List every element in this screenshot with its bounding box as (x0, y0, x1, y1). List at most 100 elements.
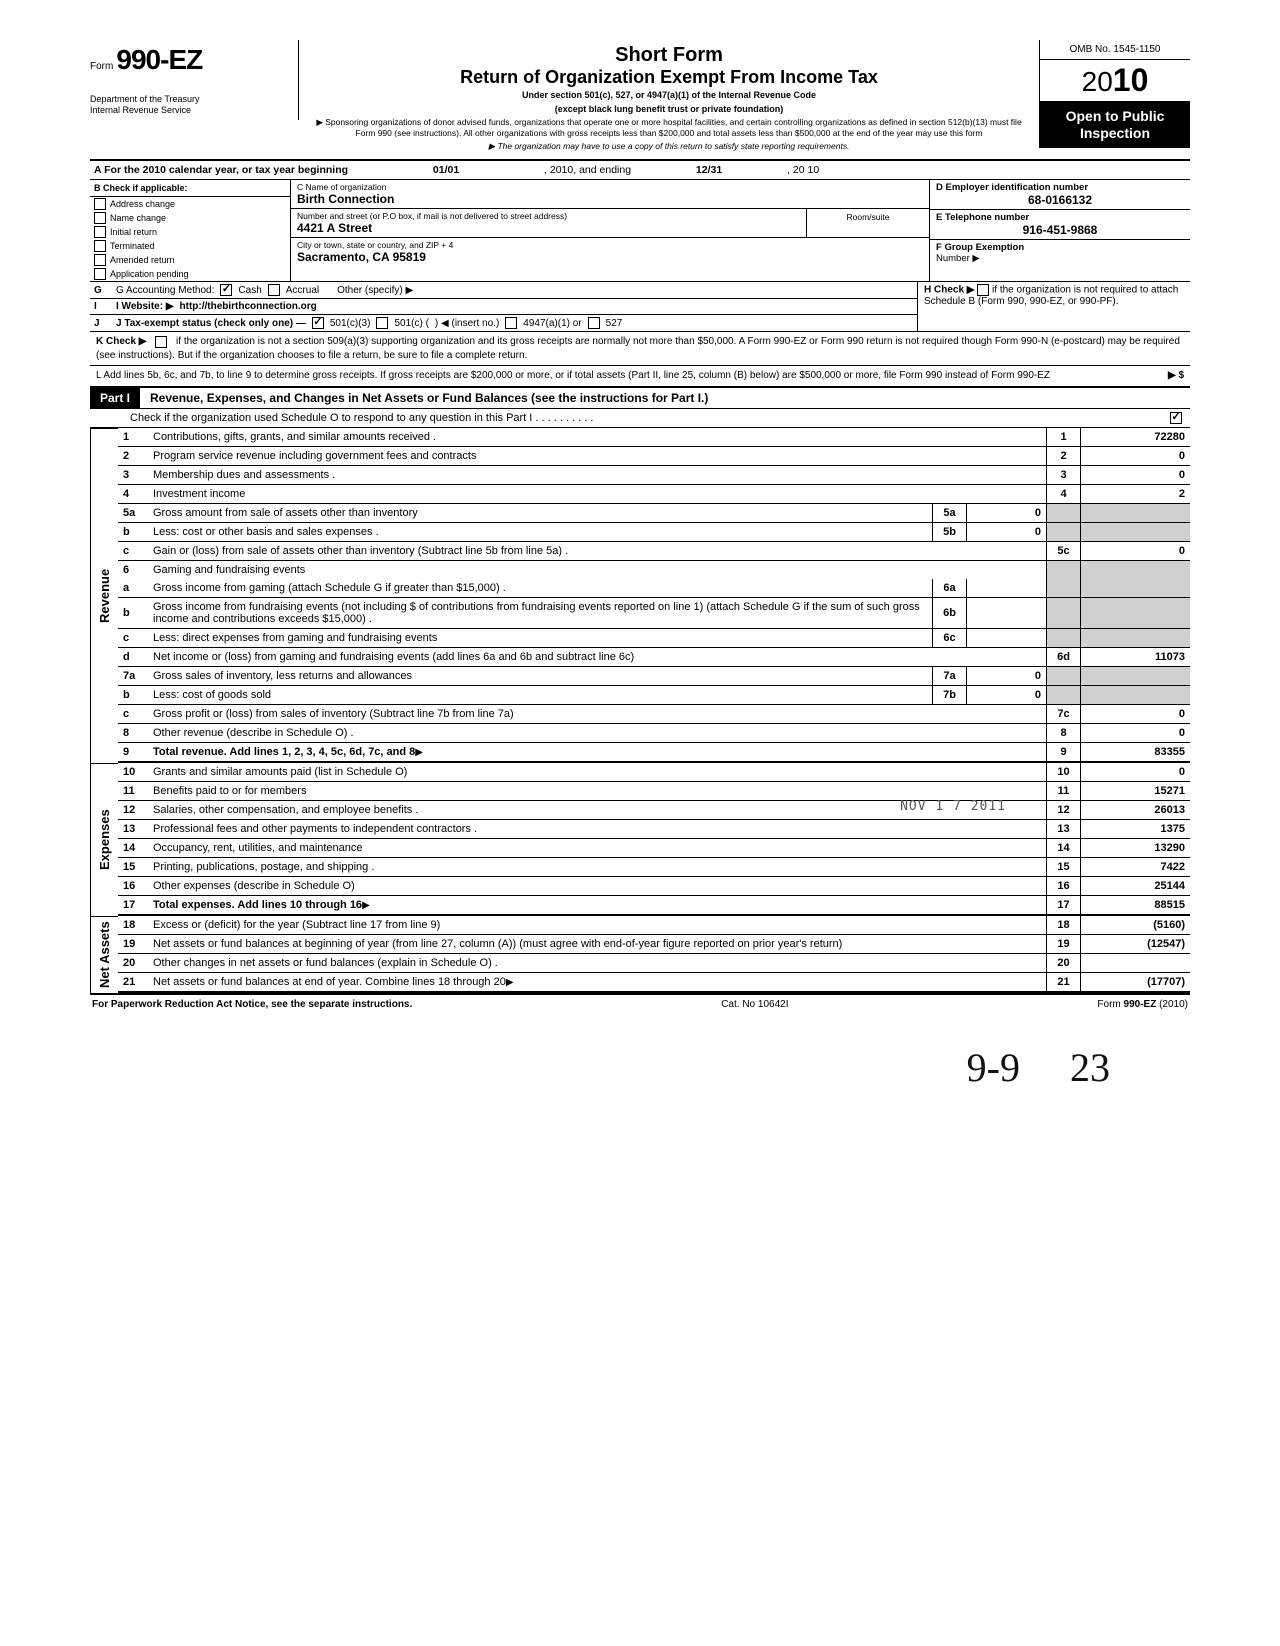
chk-schedule-o[interactable] (1170, 412, 1182, 424)
line-6c-shade2 (1080, 629, 1190, 648)
line-12-num: 12 (118, 801, 148, 820)
footer-center: Cat. No 10642I (721, 999, 788, 1010)
k-label: K Check ▶ (96, 336, 146, 347)
return-title: Return of Organization Exempt From Incom… (309, 67, 1029, 88)
line-6b-shade1 (1046, 598, 1080, 629)
checkbox-icon[interactable] (94, 212, 106, 224)
tax-exempt-label: J Tax-exempt status (check only one) — (116, 318, 306, 329)
line-7b-num: b (118, 686, 148, 705)
line-11-rnum: 11 (1046, 782, 1080, 801)
received-stamp: NOV 1 7 2011 (900, 799, 1006, 814)
checkbox-icon[interactable] (94, 268, 106, 280)
line-16-desc: Other expenses (describe in Schedule O) (148, 877, 1046, 896)
line-10-num: 10 (118, 763, 148, 782)
form-number: 990-EZ (116, 44, 202, 75)
line-13-num: 13 (118, 820, 148, 839)
line-6b-shade2 (1080, 598, 1190, 629)
line-6a-shade1 (1046, 579, 1080, 598)
line-8-val: 0 (1080, 724, 1190, 743)
line-5a-shade2 (1080, 504, 1190, 523)
line-13-val: 1375 (1080, 820, 1190, 839)
line-17-desc: Total expenses. Add lines 10 through 16 (148, 896, 1046, 916)
j-label: J (94, 318, 110, 329)
checkbox-icon[interactable] (94, 240, 106, 252)
line-18-num: 18 (118, 916, 148, 935)
line-16-num: 16 (118, 877, 148, 896)
line-18-rnum: 18 (1046, 916, 1080, 935)
chk-527[interactable] (588, 317, 600, 329)
group-label: F Group Exemption (936, 242, 1184, 253)
checkbox-icon[interactable] (94, 226, 106, 238)
line-6a-num: a (118, 579, 148, 598)
org-name-label: C Name of organization (297, 182, 386, 192)
line-5b-desc: Less: cost or other basis and sales expe… (148, 523, 932, 542)
city-state-zip: Sacramento, CA 95819 (297, 250, 426, 264)
row-k: K Check ▶ if the organization is not a s… (90, 332, 1190, 366)
line-4-val: 2 (1080, 485, 1190, 504)
col-b: B Check if applicable: Address change Na… (90, 180, 291, 281)
chk-name-change[interactable]: Name change (90, 211, 290, 225)
part-1-sub: Check if the organization used Schedule … (90, 409, 1190, 428)
line-5a-num: 5a (118, 504, 148, 523)
chk-schedule-b[interactable] (977, 284, 989, 296)
row-a-mid: , 2010, and ending (540, 164, 635, 176)
line-5c-num: c (118, 542, 148, 561)
line-14-num: 14 (118, 839, 148, 858)
line-19-val: (12547) (1080, 935, 1190, 954)
col-def: D Employer identification number 68-0166… (929, 180, 1190, 281)
line-6c-mval (966, 629, 1046, 648)
chk-terminated[interactable]: Terminated (90, 239, 290, 253)
chk-4947[interactable] (505, 317, 517, 329)
chk-address-change[interactable]: Address change (90, 197, 290, 211)
ein-cell: D Employer identification number 68-0166… (930, 180, 1190, 210)
line-6-shade1 (1046, 561, 1080, 579)
g-label: G (94, 285, 110, 296)
row-a-label: A For the 2010 calendar year, or tax yea… (90, 164, 352, 176)
line-14-val: 13290 (1080, 839, 1190, 858)
chk-amended[interactable]: Amended return (90, 253, 290, 267)
header-left: Form 990-EZ Department of the Treasury I… (90, 40, 299, 120)
line-12-rnum: 12 (1046, 801, 1080, 820)
line-16-val: 25144 (1080, 877, 1190, 896)
line-11-num: 11 (118, 782, 148, 801)
line-20-desc: Other changes in net assets or fund bala… (148, 954, 1046, 973)
chk-501c3[interactable] (312, 317, 324, 329)
footer-right: Form 990-EZ (2010) (1097, 999, 1188, 1010)
chk-501c[interactable] (376, 317, 388, 329)
addr-label: Number and street (or P.O box, if mail i… (297, 211, 800, 221)
form-page: Form 990-EZ Department of the Treasury I… (90, 40, 1190, 1091)
chk-app-pending[interactable]: Application pending (90, 267, 290, 281)
addr-row: Number and street (or P.O box, if mail i… (291, 209, 929, 238)
chk-k[interactable] (155, 336, 167, 348)
chk-accrual[interactable] (268, 284, 280, 296)
header-right: OMB No. 1545-1150 2010 Open to Public In… (1039, 40, 1190, 148)
chk-initial-return[interactable]: Initial return (90, 225, 290, 239)
line-9-desc: Total revenue. Add lines 1, 2, 3, 4, 5c,… (148, 743, 1046, 763)
ein-label: D Employer identification number (936, 182, 1184, 193)
line-17-val: 88515 (1080, 896, 1190, 916)
checkbox-icon[interactable] (94, 254, 106, 266)
org-name: Birth Connection (297, 192, 394, 206)
checkbox-icon[interactable] (94, 198, 106, 210)
line-3-num: 3 (118, 466, 148, 485)
line-6a-mval (966, 579, 1046, 598)
handwriting-a: 9-9 (967, 1045, 1020, 1090)
form-header: Form 990-EZ Department of the Treasury I… (90, 40, 1190, 161)
line-6b-mnum: 6b (932, 598, 966, 629)
form-prefix: Form (90, 61, 113, 72)
line-9-val: 83355 (1080, 743, 1190, 763)
accounting-method-label: G Accounting Method: (116, 285, 214, 296)
line-2-val: 0 (1080, 447, 1190, 466)
part-1-sub-text: Check if the organization used Schedule … (130, 412, 593, 424)
inspection-1: Open to Public (1042, 108, 1188, 125)
h-label: H Check ▶ (924, 285, 974, 296)
line-1-desc: Contributions, gifts, grants, and simila… (148, 428, 1046, 447)
line-2-num: 2 (118, 447, 148, 466)
line-6-num: 6 (118, 561, 148, 579)
chk-cash[interactable] (220, 284, 232, 296)
line-3-desc: Membership dues and assessments . (148, 466, 1046, 485)
room-label: Room/suite (847, 212, 890, 222)
line-6b-num: b (118, 598, 148, 629)
line-7b-mnum: 7b (932, 686, 966, 705)
line-13-rnum: 13 (1046, 820, 1080, 839)
